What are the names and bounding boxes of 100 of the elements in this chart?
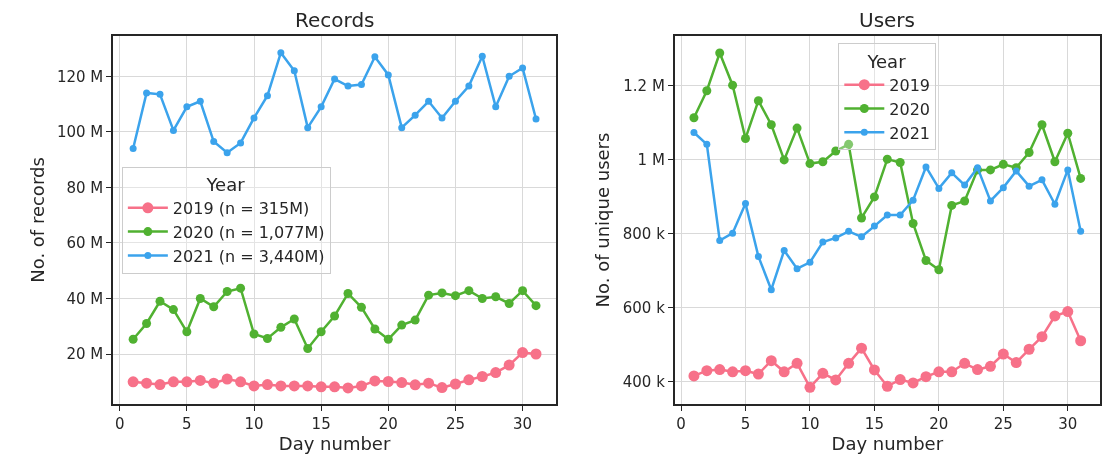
x-tick-label: 0: [114, 414, 125, 433]
point: [222, 287, 232, 297]
x-tick-label: 30: [1058, 414, 1078, 433]
x-axis-title: Day number: [278, 433, 391, 455]
point: [959, 357, 971, 369]
point: [986, 197, 994, 205]
point: [1050, 157, 1060, 167]
point: [424, 290, 434, 300]
point: [791, 357, 803, 369]
point: [343, 288, 353, 298]
legend-label: 2021: [889, 123, 931, 143]
legend-label: 2021 (n = 3,440M): [172, 246, 325, 266]
point: [1075, 335, 1087, 347]
legend-label: 2020: [889, 99, 931, 119]
point: [1038, 176, 1046, 184]
point: [804, 381, 816, 393]
point: [1025, 182, 1033, 190]
point: [169, 126, 177, 134]
point: [463, 374, 475, 386]
point: [356, 302, 366, 312]
point: [476, 371, 488, 382]
point: [753, 96, 763, 106]
point: [1037, 120, 1047, 130]
point: [382, 376, 394, 387]
y-tick-label: 1 M: [637, 151, 665, 170]
point: [766, 120, 776, 130]
point: [1024, 148, 1034, 157]
point: [262, 333, 272, 343]
point: [922, 163, 930, 171]
point: [532, 115, 540, 123]
x-tick-label: 25: [993, 414, 1013, 433]
point: [250, 114, 258, 122]
point: [780, 247, 788, 255]
point: [411, 111, 419, 119]
point: [754, 252, 762, 260]
point: [277, 49, 285, 57]
point: [728, 80, 738, 90]
point: [729, 229, 737, 237]
point: [765, 355, 777, 367]
point: [396, 377, 408, 389]
point: [316, 327, 326, 337]
point: [451, 97, 459, 105]
y-tick-label: 120 M: [56, 67, 104, 86]
point: [183, 103, 191, 111]
point: [688, 370, 700, 382]
chart-title: Users: [859, 8, 916, 32]
x-tick-label: 10: [244, 414, 264, 433]
y-tick-label: 80 M: [66, 178, 104, 197]
point: [856, 342, 868, 354]
point: [505, 72, 513, 80]
point: [727, 366, 739, 378]
x-tick-label: 10: [800, 414, 820, 433]
point: [779, 155, 789, 165]
point: [410, 315, 420, 325]
point: [504, 298, 514, 308]
point: [997, 348, 1009, 360]
point: [909, 196, 917, 204]
point: [355, 380, 367, 392]
point: [370, 324, 380, 334]
point: [210, 138, 218, 146]
point: [304, 124, 312, 132]
point: [276, 322, 286, 332]
point: [920, 371, 932, 383]
x-tick-label: 20: [929, 414, 949, 433]
point: [331, 75, 339, 83]
x-tick-label: 30: [513, 414, 533, 433]
point: [832, 234, 840, 242]
point: [465, 82, 473, 90]
point: [317, 103, 325, 111]
point: [127, 376, 139, 388]
point: [155, 296, 165, 306]
point: [236, 283, 246, 293]
point: [409, 379, 421, 391]
point: [181, 376, 193, 388]
point: [1010, 357, 1022, 369]
x-tick-label: 5: [182, 414, 192, 433]
point: [716, 237, 724, 245]
point: [948, 169, 956, 177]
point: [167, 376, 179, 388]
point: [972, 364, 984, 376]
point: [1062, 306, 1074, 318]
point: [817, 367, 829, 379]
point: [288, 380, 300, 392]
point: [530, 348, 542, 360]
x-tick-label: 5: [740, 414, 751, 433]
point: [895, 157, 905, 167]
point: [330, 311, 340, 321]
legend-label: 2019 (n = 315M): [172, 199, 310, 219]
y-tick-label: 600 k: [622, 299, 666, 318]
point: [778, 366, 790, 378]
point: [831, 146, 841, 156]
point: [156, 90, 164, 98]
point: [450, 291, 460, 301]
point: [858, 233, 866, 241]
point: [741, 133, 750, 143]
point: [935, 184, 943, 192]
x-tick-label: 25: [445, 414, 465, 433]
point: [857, 213, 867, 223]
point: [437, 288, 447, 298]
point: [129, 144, 137, 152]
